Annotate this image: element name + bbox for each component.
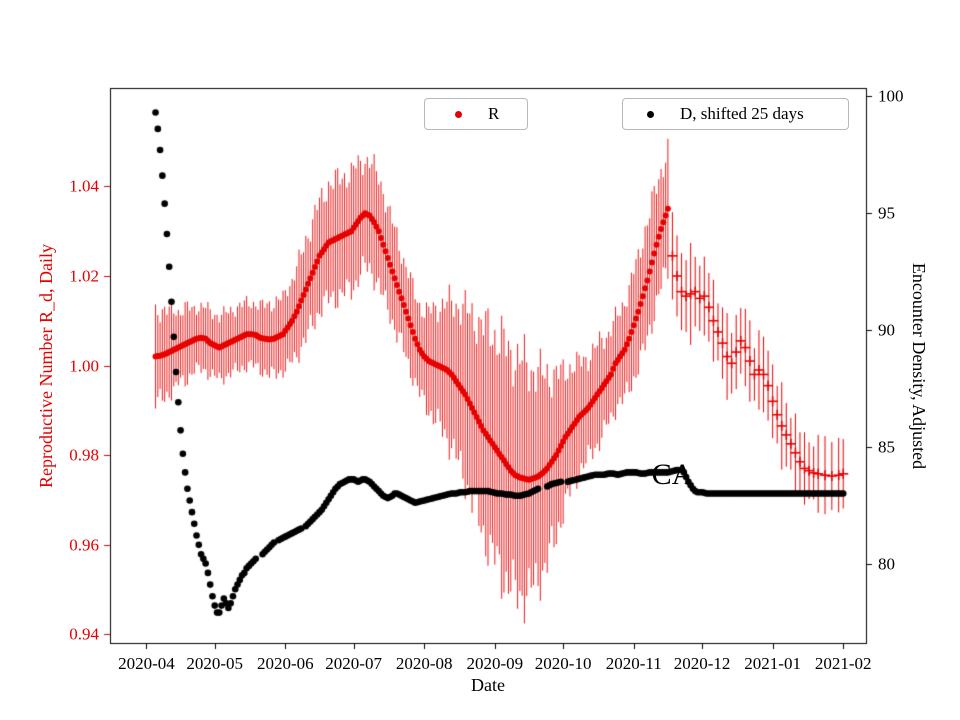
x-tick-label: 2021-01 — [744, 654, 801, 673]
x-tick-label: 2020-08 — [395, 654, 453, 673]
x-axis-label: Date — [471, 675, 505, 695]
legend-d-label: D, shifted 25 days — [680, 104, 804, 123]
left-y-tick-label: 1.00 — [69, 356, 99, 375]
x-tick-label: 2020-07 — [325, 654, 382, 673]
left-y-axis-label: Reproductive Number R_d, Daily — [36, 244, 56, 488]
x-tick-label: 2020-11 — [605, 654, 662, 673]
right-y-tick-label: 90 — [878, 320, 895, 340]
left-y-tick-label: 1.02 — [69, 266, 99, 286]
left-y-tick-label: 0.98 — [69, 445, 99, 465]
left-y-tick-label: 1.04 — [69, 176, 99, 196]
x-tick-label: 2020-05 — [186, 654, 244, 673]
x-tick-label: 2020-09 — [466, 654, 524, 673]
left-y-tick-label: 0.94 — [69, 624, 99, 644]
right-y-tick-label: 100 — [878, 86, 904, 106]
x-tick-label: 2021-02 — [814, 654, 872, 673]
x-tick-label: 2020-10 — [534, 654, 592, 673]
left-y-tick-label: 0.96 — [69, 535, 99, 555]
red-dot-marker-icon — [455, 110, 462, 118]
legend-r-label: R — [488, 104, 500, 123]
right-y-tick-label: 80 — [878, 554, 895, 574]
black-dot-marker-icon — [647, 110, 654, 118]
right-y-axis-label: Encounter Density, Adjusted — [909, 262, 929, 470]
legend-r-series: R — [424, 98, 528, 130]
right-y-tick-label: 95 — [878, 203, 895, 223]
state-annotation: CA — [651, 457, 694, 491]
right-y-tick-label: 85 — [878, 437, 895, 457]
x-tick-label: 2020-12 — [673, 654, 731, 673]
x-tick-label: 2020-06 — [256, 654, 314, 673]
legend-d-series: D, shifted 25 days — [622, 98, 849, 130]
x-tick-label: 2020-04 — [118, 654, 175, 673]
